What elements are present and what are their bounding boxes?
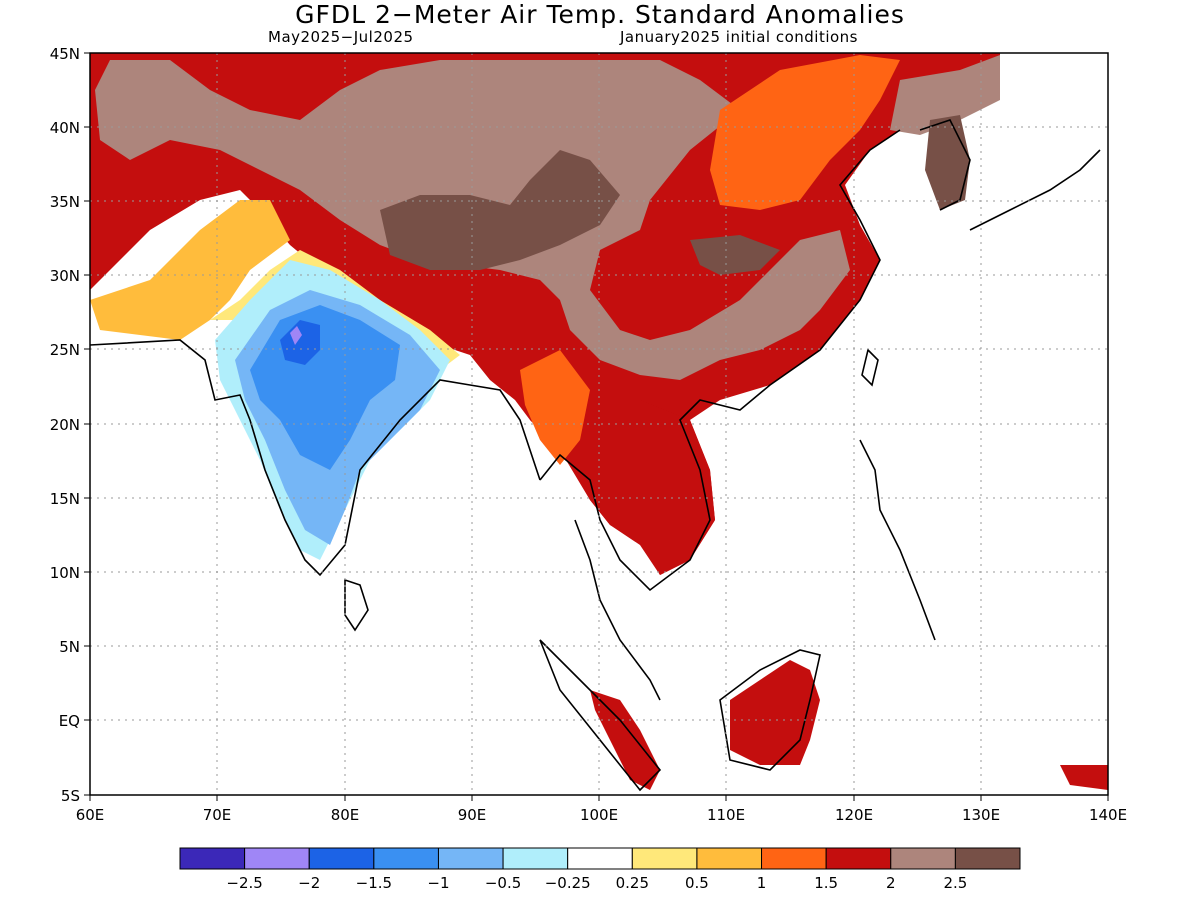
lat-label: 30N <box>50 267 80 285</box>
lat-label: 45N <box>50 45 80 63</box>
lon-label: 100E <box>580 806 618 824</box>
coast-malay <box>574 519 661 701</box>
lon-label: 140E <box>1089 806 1127 824</box>
coast-borneo <box>719 649 821 771</box>
colorbar-swatch <box>825 847 892 870</box>
lat-label: 5S <box>61 787 80 805</box>
graticule <box>90 53 1108 795</box>
colorbar-label: −2.5 <box>226 874 262 892</box>
lon-label: 90E <box>458 806 487 824</box>
coastlines <box>90 119 1101 792</box>
lat-label: 15N <box>50 490 80 508</box>
lat-label: 40N <box>50 119 80 137</box>
initial-conditions-label: January2025 initial conditions <box>620 28 858 46</box>
anomaly-region-ne-brown <box>890 55 1000 135</box>
lat-label: 35N <box>50 193 80 211</box>
axis-ticks <box>84 52 1109 801</box>
colorbar-label: −0.25 <box>545 874 591 892</box>
anomaly-region-korea-brown <box>925 115 970 210</box>
coast-korea <box>919 119 971 211</box>
colorbar-label: −1 <box>427 874 449 892</box>
colorbar-label: 1 <box>757 874 767 892</box>
anomaly-region-india-purple <box>290 326 302 345</box>
colorbar-label: 2.5 <box>943 874 967 892</box>
lon-label: 60E <box>76 806 105 824</box>
colorbar-swatch <box>890 847 956 870</box>
anomaly-field <box>90 53 1108 790</box>
colorbar-swatch <box>179 847 246 870</box>
lon-label: 70E <box>203 806 232 824</box>
colorbar-label: 0.25 <box>616 874 649 892</box>
coast-sri-lanka <box>344 578 369 632</box>
colorbar-swatch <box>244 847 310 870</box>
anomaly-region-orange-myanmar <box>520 350 590 465</box>
coast-philippines <box>859 439 936 641</box>
colorbar-label: −1.5 <box>356 874 392 892</box>
period-label: May2025−Jul2025 <box>268 28 414 46</box>
anomaly-region-dark-brown-2 <box>690 235 780 275</box>
colorbar-swatch <box>761 847 827 870</box>
colorbar-label: 0.5 <box>685 874 709 892</box>
map-title: GFDL 2−Meter Air Temp. Standard Anomalie… <box>295 0 905 29</box>
colorbar-label: 1.5 <box>814 874 838 892</box>
longitude-labels: 60E 70E 80E 90E 100E 110E 120E 130E 140E <box>76 806 1127 824</box>
lon-label: 120E <box>835 806 873 824</box>
lat-label: 5N <box>59 638 80 656</box>
colorbar-label: −2 <box>298 874 320 892</box>
colorbar-swatch <box>631 847 698 870</box>
lat-label: 20N <box>50 416 80 434</box>
lat-label: 25N <box>50 341 80 359</box>
anomaly-region-northeast-orange <box>710 55 900 210</box>
coast-india <box>90 339 541 577</box>
colorbar: −2.5 −2 −1.5 −1 −0.5 −0.25 0.25 0.5 1 1.5 2 2.5 <box>179 847 1021 892</box>
anomaly-region-sumatra-red <box>590 690 660 790</box>
coast-taiwan <box>861 348 879 387</box>
latitude-labels: 45N 40N 35N 30N 25N 20N 15N 10N 5N EQ 5S <box>50 45 80 805</box>
colorbar-label: 2 <box>886 874 896 892</box>
anomaly-region-dark-brown <box>380 150 620 270</box>
lat-label: EQ <box>59 712 80 730</box>
colorbar-swatch <box>308 847 375 870</box>
lon-label: 130E <box>962 806 1000 824</box>
coast-sumatra <box>539 639 662 792</box>
colorbar-swatch <box>567 847 633 870</box>
anomaly-region-india-strong-blue <box>280 320 320 365</box>
lon-label: 80E <box>331 806 360 824</box>
colorbar-swatch <box>502 847 569 870</box>
colorbar-swatch <box>954 847 1021 870</box>
lat-label: 10N <box>50 564 80 582</box>
colorbar-swatch <box>373 847 439 870</box>
anomaly-region-borneo-red <box>730 660 820 765</box>
coast-japan <box>969 149 1101 231</box>
colorbar-label: −0.5 <box>485 874 521 892</box>
lon-label: 110E <box>707 806 745 824</box>
colorbar-swatch <box>437 847 504 870</box>
anomaly-region-png-red <box>1060 765 1108 790</box>
colorbar-swatch <box>696 847 763 870</box>
anomaly-region-indus-orange <box>90 200 290 340</box>
coast-indochina <box>539 129 901 592</box>
